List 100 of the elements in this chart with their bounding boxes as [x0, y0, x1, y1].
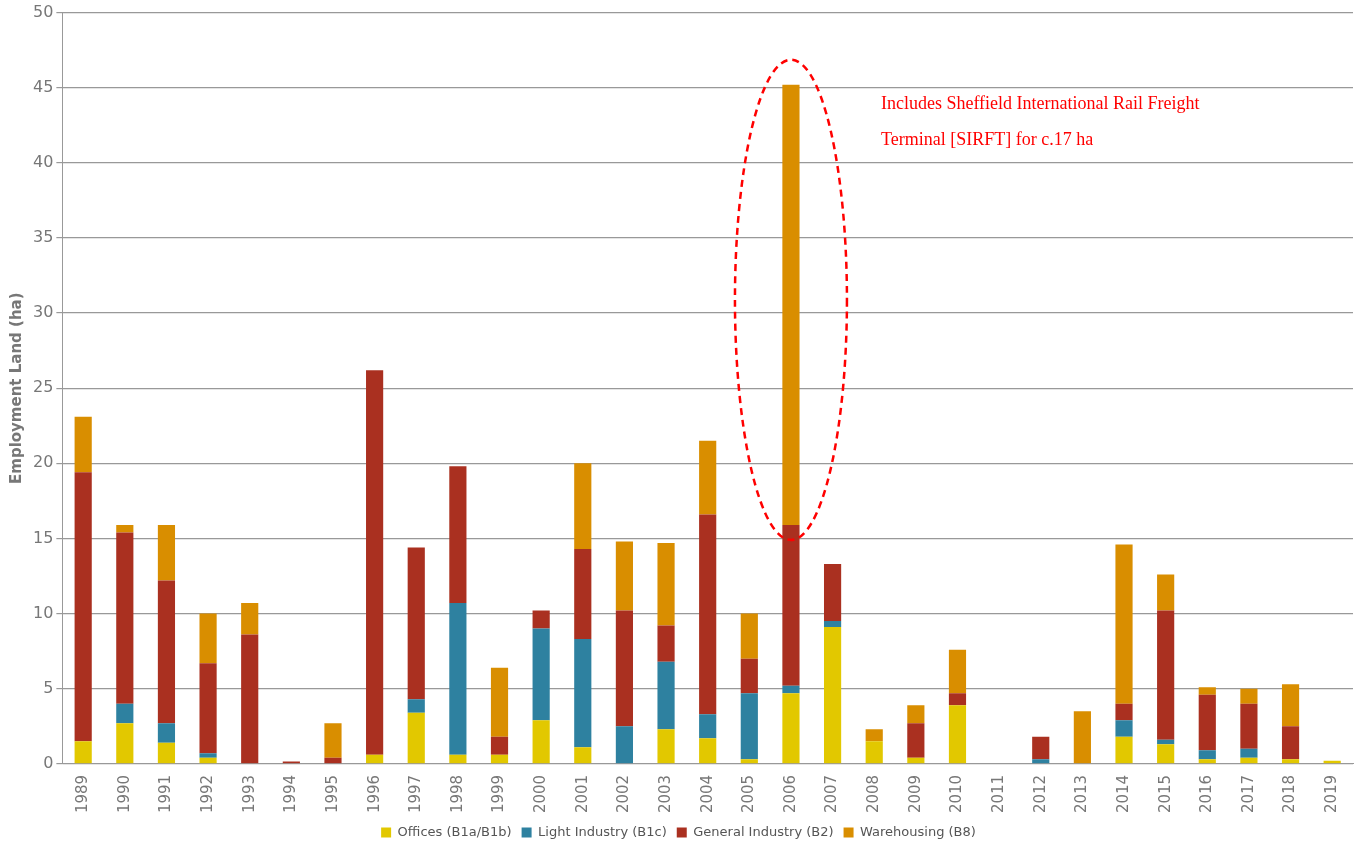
bar [740, 658, 758, 694]
bar [532, 628, 550, 721]
y-tick-label: 35 [33, 227, 54, 247]
bar [1032, 759, 1050, 764]
bar [782, 524, 800, 686]
bar [699, 514, 717, 715]
legend-label: General Industry (B2) [693, 823, 834, 839]
bar [699, 738, 717, 764]
x-tick-label: 2015 [1155, 774, 1174, 814]
bar [574, 463, 592, 549]
bar [241, 634, 259, 764]
y-tick-label: 15 [33, 527, 54, 547]
x-tick-label: 1999 [489, 774, 508, 814]
bar [1157, 610, 1175, 740]
bar [1198, 694, 1216, 751]
bar [1281, 759, 1300, 764]
bar [449, 466, 467, 604]
bar [366, 370, 384, 755]
bar [449, 754, 467, 764]
bar [1198, 759, 1216, 764]
bar [823, 564, 842, 622]
bar [574, 548, 592, 640]
bar [532, 610, 550, 629]
bar [865, 729, 883, 742]
bar [1115, 544, 1133, 704]
x-tick-label: 2006 [780, 774, 799, 814]
bar [449, 603, 467, 755]
y-tick-label: 45 [33, 76, 54, 96]
bar [324, 723, 342, 758]
bar [199, 613, 217, 664]
bar [782, 685, 800, 694]
bar [74, 416, 92, 473]
bar [615, 726, 633, 764]
bar [490, 736, 509, 755]
x-tick-label: 1997 [406, 774, 425, 814]
bar [157, 580, 176, 724]
x-tick-label: 2008 [864, 774, 883, 814]
x-tick-label: 1992 [197, 774, 216, 814]
bar [740, 759, 758, 764]
bar [1115, 703, 1133, 721]
y-tick-label: 5 [43, 677, 54, 697]
bar [615, 541, 633, 611]
bar [116, 703, 134, 724]
x-tick-label: 1989 [73, 774, 92, 814]
x-tick-label: 2010 [947, 774, 966, 814]
x-tick-label: 1991 [156, 774, 175, 814]
bar [1281, 726, 1300, 760]
bar [948, 705, 967, 764]
bar [407, 712, 425, 764]
bar [74, 472, 92, 742]
bar [699, 714, 717, 739]
bar [865, 741, 883, 764]
bar [324, 757, 342, 764]
x-tick-label: 2018 [1280, 774, 1299, 814]
bar [1281, 684, 1300, 727]
x-tick-label: 2012 [1030, 774, 1049, 814]
bar [907, 757, 925, 764]
bar [490, 667, 509, 737]
x-tick-label: 2017 [1238, 774, 1257, 814]
bar [241, 603, 259, 635]
bar [782, 84, 800, 525]
bar [1115, 736, 1133, 764]
bar [657, 625, 675, 662]
bar [1115, 720, 1133, 737]
bar [574, 639, 592, 748]
y-tick-label: 10 [33, 602, 54, 622]
y-tick-label: 30 [33, 302, 54, 322]
x-tick-label: 2019 [1322, 774, 1341, 814]
bar [1198, 750, 1216, 760]
bar [532, 720, 550, 764]
y-tick-label: 0 [43, 752, 54, 772]
legend-label: Warehousing (B8) [860, 823, 976, 839]
bar [157, 524, 176, 581]
x-tick-label: 1994 [281, 774, 300, 814]
bar [366, 754, 384, 764]
bar [699, 440, 717, 515]
y-tick-label: 50 [33, 1, 54, 21]
y-tick-label: 40 [33, 152, 54, 171]
bar [490, 754, 509, 764]
x-tick-label: 2014 [1113, 774, 1132, 814]
bar [74, 741, 92, 764]
y-tick-label: 20 [33, 452, 54, 472]
bar [157, 723, 176, 743]
bar [199, 663, 217, 754]
x-tick-label: 2007 [822, 774, 841, 814]
bar [1073, 711, 1091, 764]
y-axis-title: Employment Land (ha) [6, 292, 25, 484]
x-tick-label: 2004 [697, 774, 716, 814]
bar [907, 705, 925, 724]
x-tick-label: 2001 [572, 774, 591, 814]
bar [657, 542, 675, 626]
x-tick-label: 2016 [1197, 774, 1216, 814]
bar [657, 661, 675, 730]
x-tick-label: 2005 [739, 774, 758, 814]
bar [823, 621, 842, 628]
bar [116, 524, 134, 533]
bar [407, 547, 425, 700]
x-tick-label: 2000 [531, 774, 550, 814]
y-tick-label: 25 [33, 377, 54, 397]
x-tick-label: 1990 [114, 774, 133, 814]
